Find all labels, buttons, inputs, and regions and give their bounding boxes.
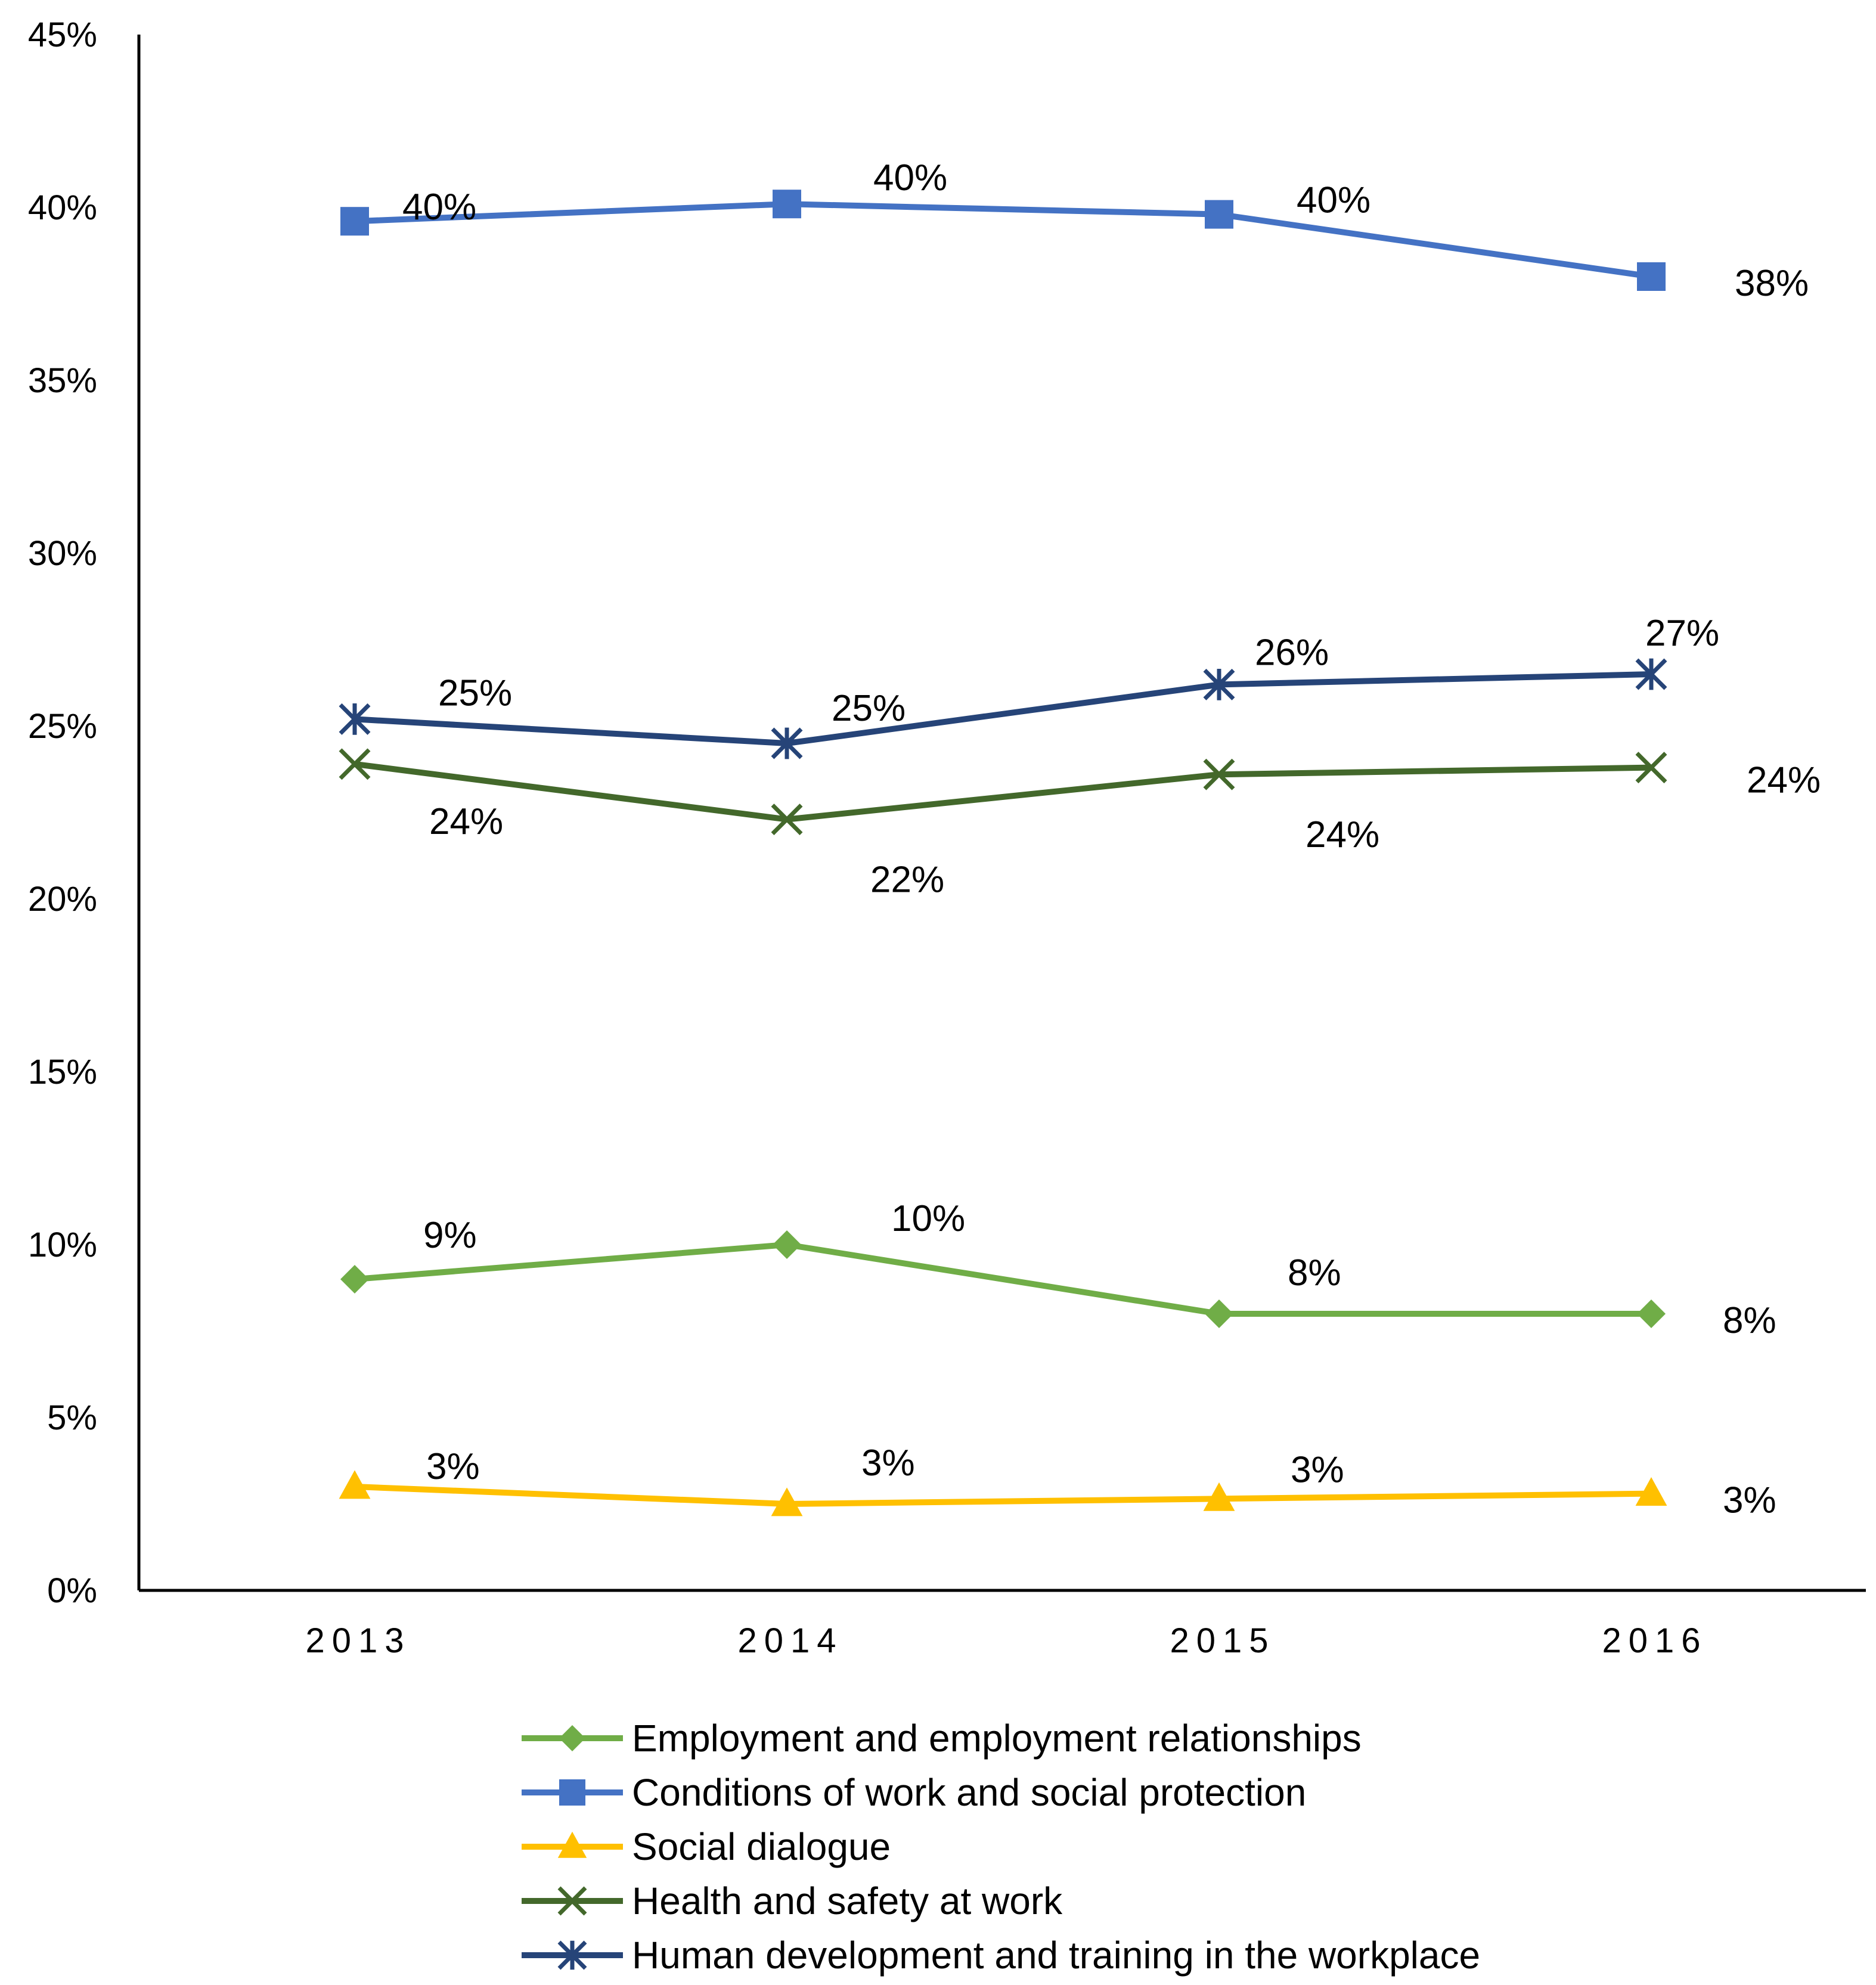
data-point xyxy=(339,1470,371,1499)
legend-marker xyxy=(559,1779,585,1806)
data-label: 3% xyxy=(1723,1480,1776,1521)
legend: Employment and employment relationships C… xyxy=(522,1717,1480,1977)
data-label: 8% xyxy=(1288,1252,1341,1294)
series-line xyxy=(354,671,1652,746)
y-tick-label: 35% xyxy=(28,361,97,400)
data-point xyxy=(773,190,801,219)
data-point xyxy=(339,748,371,780)
legend-marker xyxy=(557,1831,587,1858)
data-point xyxy=(1635,1477,1667,1506)
legend-label: Health and safety at work xyxy=(632,1879,1063,1922)
series-line xyxy=(354,761,1652,823)
series-5 xyxy=(339,658,1667,759)
data-point xyxy=(1635,658,1667,690)
data-point xyxy=(1205,1299,1233,1328)
data-label: 9% xyxy=(423,1215,477,1256)
data-point xyxy=(1203,758,1235,790)
legend-marker xyxy=(557,1940,587,1970)
legend-label: Employment and employment relationships xyxy=(632,1717,1362,1760)
data-point xyxy=(773,1230,801,1259)
data-label: 3% xyxy=(426,1446,480,1487)
data-label: 25% xyxy=(832,688,906,729)
series-1 xyxy=(340,1230,1666,1328)
series-line xyxy=(354,1242,1651,1317)
legend-item: Employment and employment relationships xyxy=(522,1717,1362,1760)
y-tick-label: 30% xyxy=(28,534,97,573)
legend-label: Social dialogue xyxy=(632,1825,891,1868)
series-2 xyxy=(340,190,1666,291)
data-label: 24% xyxy=(1747,760,1821,801)
data-point xyxy=(771,1487,803,1516)
y-tick-label: 5% xyxy=(47,1398,97,1437)
legend-label: Conditions of work and social protection xyxy=(632,1771,1306,1814)
data-point xyxy=(771,727,803,759)
x-tick-label: 2014 xyxy=(737,1621,843,1660)
data-label: 27% xyxy=(1645,613,1719,654)
x-tick-label: 2016 xyxy=(1602,1621,1707,1660)
data-point xyxy=(1635,752,1667,784)
data-point xyxy=(1203,1482,1235,1511)
data-label: 24% xyxy=(1306,814,1379,855)
data-label: 10% xyxy=(891,1198,965,1239)
data-label: 8% xyxy=(1723,1300,1776,1341)
data-label: 40% xyxy=(1297,180,1370,221)
series-lines xyxy=(339,190,1667,1516)
y-tick-label: 25% xyxy=(28,707,97,746)
y-tick-label: 0% xyxy=(47,1571,97,1610)
axes: 0% 5% 10% 15% 20% 25% 30% 35% 40% 45% 2013 2014 2015… xyxy=(28,15,1866,1660)
y-tick-label: 20% xyxy=(28,880,97,919)
data-point xyxy=(340,1265,369,1294)
legend-marker xyxy=(559,1725,585,1751)
data-label: 3% xyxy=(1291,1449,1344,1490)
data-label: 38% xyxy=(1735,263,1809,304)
legend-item: Social dialogue xyxy=(522,1825,891,1868)
series-3 xyxy=(339,1470,1667,1516)
series-line xyxy=(354,201,1652,280)
legend-marker xyxy=(557,1886,587,1916)
y-tick-label: 10% xyxy=(28,1226,97,1264)
data-label: 22% xyxy=(870,860,944,901)
data-labels: 9% 10% 8% 8% 40% 40% 40% 38% 3% 3% 3% 3% 24% 22% 24% 24… xyxy=(402,157,1821,1521)
legend-item: Health and safety at work xyxy=(522,1879,1063,1922)
data-point xyxy=(1205,200,1233,229)
x-tick-label: 2015 xyxy=(1170,1621,1275,1660)
y-tick-label: 15% xyxy=(28,1053,97,1091)
data-label: 3% xyxy=(861,1443,915,1484)
data-label: 40% xyxy=(873,157,947,199)
data-point xyxy=(1637,262,1666,291)
legend-item: Conditions of work and social protection xyxy=(522,1771,1306,1814)
legend-item: Human development and training in the wo… xyxy=(522,1934,1480,1977)
y-tick-label: 45% xyxy=(28,15,97,54)
x-tick-label: 2013 xyxy=(305,1621,411,1660)
legend-label: Human development and training in the wo… xyxy=(632,1934,1480,1977)
data-label: 25% xyxy=(438,672,512,714)
data-label: 26% xyxy=(1255,632,1329,673)
series-4 xyxy=(339,748,1667,836)
data-point xyxy=(1203,668,1235,700)
data-label: 24% xyxy=(429,801,503,842)
series-line xyxy=(354,1484,1652,1507)
data-label: 40% xyxy=(402,187,476,228)
data-point xyxy=(1637,1299,1666,1328)
data-point xyxy=(339,703,371,735)
y-tick-label: 40% xyxy=(28,188,97,227)
data-point xyxy=(771,804,803,836)
data-point xyxy=(340,207,369,236)
